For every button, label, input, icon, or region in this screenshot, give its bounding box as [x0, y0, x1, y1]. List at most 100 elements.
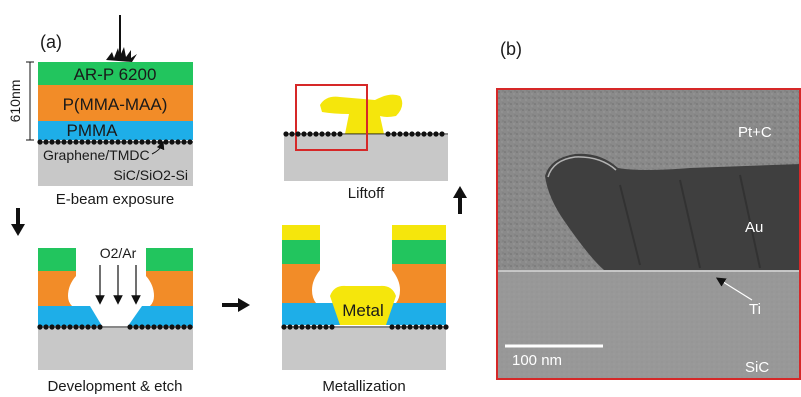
layer-pmma-maa: [38, 85, 193, 121]
metal-label: Metal: [342, 301, 384, 320]
graphene-dot: [127, 139, 133, 145]
graphene-row-development: [37, 324, 193, 330]
graphene-dot: [61, 139, 67, 145]
panel-a-label: (a): [40, 32, 62, 52]
graphene-dot: [133, 324, 139, 330]
graphene-dot: [121, 139, 127, 145]
graphene-dot: [313, 131, 319, 137]
graphene-dot: [329, 324, 335, 330]
tem-image: [496, 88, 801, 380]
tem-label-sic: SiC: [745, 359, 769, 376]
graphene-dot: [163, 324, 169, 330]
layer-label-arp6200: AR-P 6200: [74, 65, 157, 84]
etch-arrows: [95, 265, 141, 305]
graphene-dot: [413, 324, 419, 330]
graphene-dot: [139, 324, 145, 330]
graphene-dot: [409, 131, 415, 137]
graphene-dot: [415, 131, 421, 137]
stack-metallization: [282, 225, 446, 370]
graphene-dot: [175, 139, 181, 145]
graphene-dot: [437, 324, 443, 330]
graphene-dot: [109, 139, 115, 145]
graphene-dot: [79, 324, 85, 330]
graphene-dot: [73, 139, 79, 145]
graphene-dot: [43, 139, 49, 145]
graphene-dot: [175, 324, 181, 330]
layer-label-substrate: SiC/SiO2-Si: [113, 167, 188, 183]
graphene-dot: [403, 131, 409, 137]
graphene-dot: [283, 131, 289, 137]
graphene-dot: [67, 324, 73, 330]
graphene-dot: [37, 324, 43, 330]
etch-gas-label: O2/Ar: [100, 245, 137, 261]
arrow-right-icon: [222, 298, 250, 312]
graphene-dot: [151, 139, 157, 145]
graphene-dot: [307, 131, 313, 137]
layer-label-pmma-maa: P(MMA-MAA): [63, 95, 168, 114]
caption-development: Development & etch: [47, 378, 182, 395]
graphene-dot: [181, 324, 187, 330]
graphene-dot: [187, 139, 193, 145]
layer-substrate: [38, 143, 193, 186]
graphene-dot: [73, 324, 79, 330]
graphene-dot: [163, 139, 169, 145]
graphene-dot: [85, 139, 91, 145]
graphene-dot: [301, 131, 307, 137]
graphene-dot: [97, 324, 103, 330]
graphene-dot: [55, 139, 61, 145]
tem-label-au: Au: [745, 219, 763, 236]
graphene-dot: [91, 139, 97, 145]
graphene-dot: [331, 131, 337, 137]
thickness-label: 610nm: [7, 80, 23, 123]
tem-frame: [496, 88, 801, 380]
graphene-dot: [427, 131, 433, 137]
graphene-dot: [385, 131, 391, 137]
graphene-dot: [391, 131, 397, 137]
graphene-dot: [151, 324, 157, 330]
graphene-dot: [139, 139, 145, 145]
graphene-dot: [407, 324, 413, 330]
graphene-dot: [319, 131, 325, 137]
graphene-dot: [389, 324, 395, 330]
layer-label-pmma: PMMA: [67, 121, 119, 140]
graphene-pointer-icon: [151, 141, 165, 155]
graphene-dot: [49, 324, 55, 330]
graphene-dot: [337, 131, 343, 137]
stack-development: [38, 248, 193, 370]
graphene-dot: [323, 324, 329, 330]
graphene-dot: [115, 139, 121, 145]
graphene-dot: [431, 324, 437, 330]
layer-pmma: [38, 121, 193, 140]
graphene-dot: [169, 139, 175, 145]
graphene-dot: [181, 139, 187, 145]
layer-arp6200: [38, 62, 193, 85]
graphene-dot: [439, 131, 445, 137]
graphene-row-metallization: [281, 324, 449, 330]
graphene-dot: [145, 139, 151, 145]
graphene-dot: [325, 131, 331, 137]
graphene-dot: [443, 324, 449, 330]
ebeam-source: [106, 15, 137, 62]
graphene-dot: [187, 324, 193, 330]
graphene-dot: [91, 324, 97, 330]
caption-ebeam: E-beam exposure: [56, 191, 174, 208]
graphene-dot: [305, 324, 311, 330]
panel-b-label: (b): [500, 39, 522, 59]
tem-label-ti: Ti: [749, 301, 761, 318]
graphene-dot: [289, 131, 295, 137]
thickness-bracket: [26, 61, 34, 141]
layer-label-graphene: Graphene/TMDC: [43, 147, 150, 163]
graphene-row-ebeam: [37, 139, 193, 145]
graphene-dot: [421, 131, 427, 137]
graphene-dot: [397, 131, 403, 137]
graphene-dot: [157, 139, 163, 145]
graphene-dot: [103, 139, 109, 145]
caption-metallization: Metallization: [322, 378, 405, 395]
zoom-box: [295, 84, 368, 151]
graphene-dot: [43, 324, 49, 330]
graphene-dot: [425, 324, 431, 330]
graphene-dot: [311, 324, 317, 330]
graphene-dot: [79, 139, 85, 145]
graphene-dot: [133, 139, 139, 145]
